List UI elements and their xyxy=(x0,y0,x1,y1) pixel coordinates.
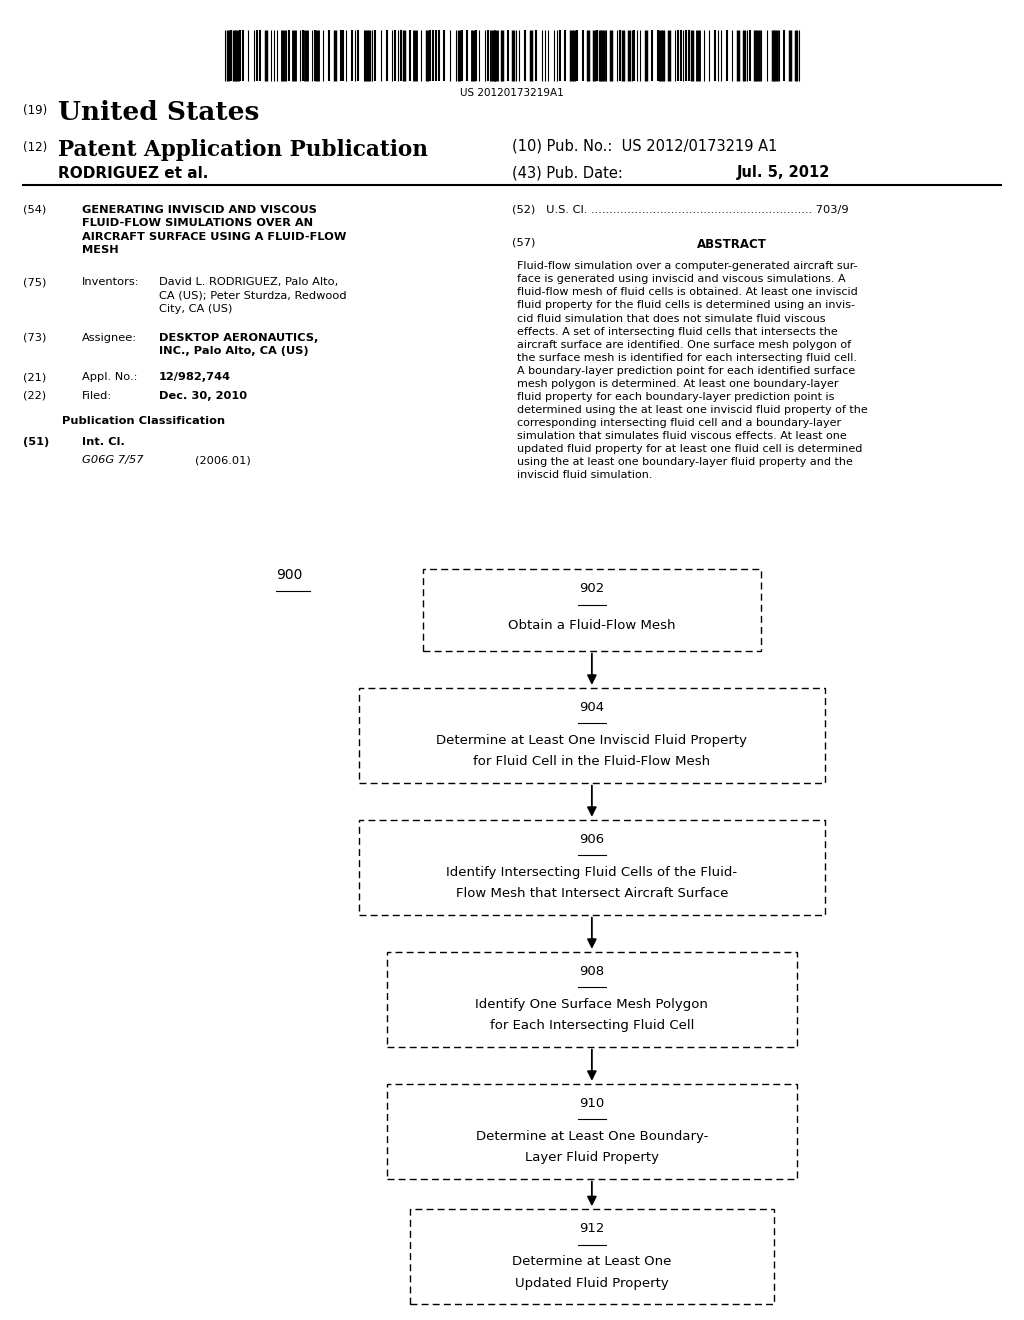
Text: 12/982,744: 12/982,744 xyxy=(159,372,230,383)
Text: 900: 900 xyxy=(276,568,303,582)
Text: (57): (57) xyxy=(512,238,536,248)
Text: Inventors:: Inventors: xyxy=(82,277,139,288)
Text: for Each Intersecting Fluid Cell: for Each Intersecting Fluid Cell xyxy=(489,1019,694,1032)
Text: Fluid-flow simulation over a computer-generated aircraft sur-
face is generated : Fluid-flow simulation over a computer-ge… xyxy=(517,261,868,480)
Text: for Fluid Cell in the Fluid-Flow Mesh: for Fluid Cell in the Fluid-Flow Mesh xyxy=(473,755,711,768)
Text: US 20120173219A1: US 20120173219A1 xyxy=(460,88,564,99)
Text: GENERATING INVISCID AND VISCOUS
FLUID-FLOW SIMULATIONS OVER AN
AIRCRAFT SURFACE : GENERATING INVISCID AND VISCOUS FLUID-FL… xyxy=(82,205,346,255)
Text: 912: 912 xyxy=(580,1222,604,1236)
FancyBboxPatch shape xyxy=(358,820,824,915)
FancyBboxPatch shape xyxy=(410,1209,774,1304)
FancyBboxPatch shape xyxy=(423,569,761,651)
Text: ABSTRACT: ABSTRACT xyxy=(697,238,767,251)
Text: (12): (12) xyxy=(23,141,47,154)
Text: Filed:: Filed: xyxy=(82,391,113,401)
Text: (2006.01): (2006.01) xyxy=(195,455,250,466)
Text: Identify One Surface Mesh Polygon: Identify One Surface Mesh Polygon xyxy=(475,998,709,1011)
FancyBboxPatch shape xyxy=(387,1084,797,1179)
Text: RODRIGUEZ et al.: RODRIGUEZ et al. xyxy=(58,166,209,181)
Text: 908: 908 xyxy=(580,965,604,978)
Text: (21): (21) xyxy=(23,372,46,383)
Text: 910: 910 xyxy=(580,1097,604,1110)
Text: (51): (51) xyxy=(23,437,49,447)
Text: (22): (22) xyxy=(23,391,46,401)
Text: Flow Mesh that Intersect Aircraft Surface: Flow Mesh that Intersect Aircraft Surfac… xyxy=(456,887,728,900)
Text: Dec. 30, 2010: Dec. 30, 2010 xyxy=(159,391,247,401)
Text: Determine at Least One Boundary-: Determine at Least One Boundary- xyxy=(476,1130,708,1143)
Text: United States: United States xyxy=(58,100,260,125)
Text: Layer Fluid Property: Layer Fluid Property xyxy=(525,1151,658,1164)
Text: (73): (73) xyxy=(23,333,46,343)
Text: Obtain a Fluid-Flow Mesh: Obtain a Fluid-Flow Mesh xyxy=(508,619,676,632)
FancyBboxPatch shape xyxy=(387,952,797,1047)
Text: Int. Cl.: Int. Cl. xyxy=(82,437,125,447)
Text: Patent Application Publication: Patent Application Publication xyxy=(58,139,428,161)
Text: (54): (54) xyxy=(23,205,46,215)
Text: Publication Classification: Publication Classification xyxy=(61,416,225,426)
Text: Determine at Least One: Determine at Least One xyxy=(512,1255,672,1269)
Text: (10) Pub. No.:  US 2012/0173219 A1: (10) Pub. No.: US 2012/0173219 A1 xyxy=(512,139,777,153)
Text: (52)   U.S. Cl. ............................................................. 70: (52) U.S. Cl. ..........................… xyxy=(512,205,849,215)
Text: Appl. No.:: Appl. No.: xyxy=(82,372,137,383)
Text: (19): (19) xyxy=(23,104,47,117)
Text: (75): (75) xyxy=(23,277,46,288)
Text: 902: 902 xyxy=(580,582,604,595)
Text: Updated Fluid Property: Updated Fluid Property xyxy=(515,1276,669,1290)
FancyBboxPatch shape xyxy=(358,688,824,783)
Text: 904: 904 xyxy=(580,701,604,714)
Text: 906: 906 xyxy=(580,833,604,846)
Text: (43) Pub. Date:: (43) Pub. Date: xyxy=(512,165,623,180)
Text: G06G 7/57: G06G 7/57 xyxy=(82,455,143,466)
Text: David L. RODRIGUEZ, Palo Alto,
CA (US); Peter Sturdza, Redwood
City, CA (US): David L. RODRIGUEZ, Palo Alto, CA (US); … xyxy=(159,277,346,314)
Text: Assignee:: Assignee: xyxy=(82,333,137,343)
Text: DESKTOP AERONAUTICS,
INC., Palo Alto, CA (US): DESKTOP AERONAUTICS, INC., Palo Alto, CA… xyxy=(159,333,318,356)
Text: Determine at Least One Inviscid Fluid Property: Determine at Least One Inviscid Fluid Pr… xyxy=(436,734,748,747)
Text: Identify Intersecting Fluid Cells of the Fluid-: Identify Intersecting Fluid Cells of the… xyxy=(446,866,737,879)
Text: Jul. 5, 2012: Jul. 5, 2012 xyxy=(737,165,830,180)
